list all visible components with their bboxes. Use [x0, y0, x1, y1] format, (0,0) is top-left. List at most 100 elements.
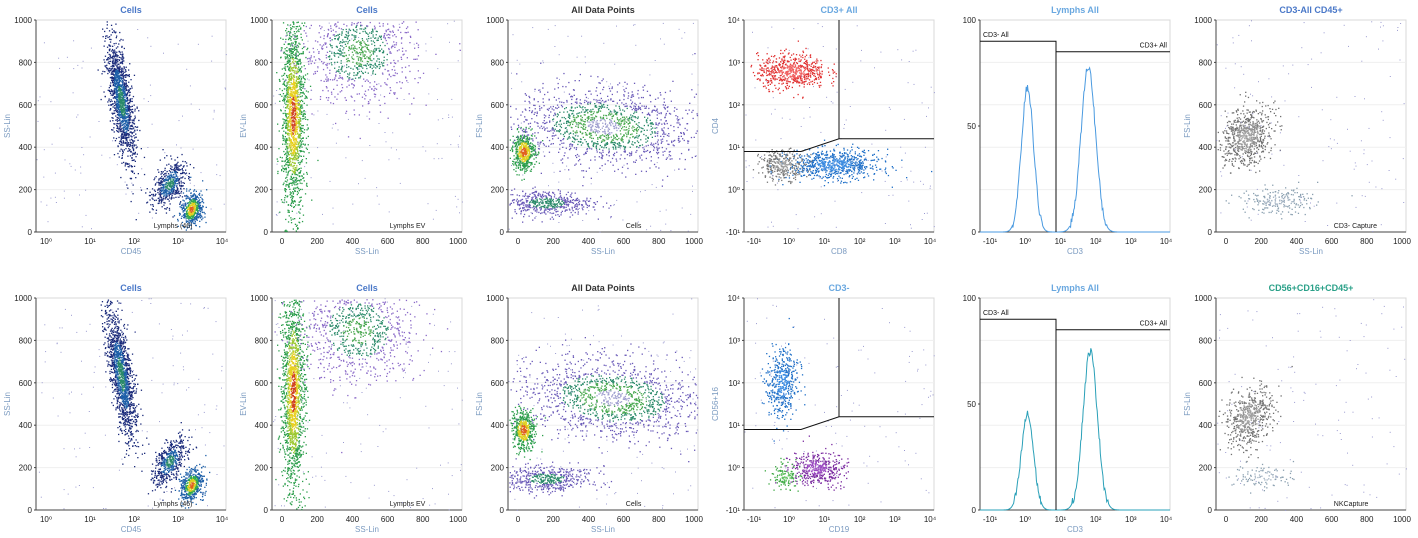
- data-point: [283, 136, 284, 137]
- data-point: [462, 202, 463, 203]
- data-point: [359, 47, 360, 48]
- data-point: [304, 129, 305, 130]
- data-point: [327, 79, 328, 80]
- data-point: [289, 101, 290, 102]
- data-point: [329, 73, 330, 74]
- data-point: [112, 61, 113, 62]
- data-point: [306, 97, 307, 98]
- data-point: [184, 214, 185, 215]
- data-point: [354, 46, 355, 47]
- data-point: [117, 164, 118, 165]
- data-point: [111, 50, 112, 51]
- data-point: [200, 210, 201, 211]
- data-point: [291, 222, 292, 223]
- data-point: [114, 56, 115, 57]
- data-point: [117, 112, 118, 113]
- data-point: [288, 205, 289, 206]
- data-point: [365, 51, 366, 52]
- data-point: [355, 48, 356, 49]
- data-point: [290, 71, 291, 72]
- data-point: [342, 39, 343, 40]
- data-point: [354, 114, 355, 115]
- data-point: [396, 44, 397, 45]
- data-point: [289, 112, 290, 113]
- data-point: [348, 119, 349, 120]
- data-point: [115, 32, 116, 33]
- data-point: [326, 80, 327, 81]
- data-point: [108, 62, 109, 63]
- data-point: [297, 180, 298, 181]
- data-point: [159, 191, 160, 192]
- data-point: [314, 63, 315, 64]
- data-point: [323, 44, 324, 45]
- data-point: [293, 189, 294, 190]
- data-point: [122, 122, 123, 123]
- data-point: [168, 193, 169, 194]
- data-point: [192, 210, 193, 211]
- data-point: [350, 68, 351, 69]
- data-point: [120, 125, 121, 126]
- data-point: [195, 205, 196, 206]
- data-point: [116, 81, 117, 82]
- data-point: [329, 51, 330, 52]
- data-point: [302, 140, 303, 141]
- data-point: [172, 195, 173, 196]
- data-point: [184, 204, 185, 205]
- data-point: [405, 50, 406, 51]
- data-point: [200, 208, 201, 209]
- data-point: [426, 50, 427, 51]
- data-point: [408, 82, 409, 83]
- data-point: [133, 120, 134, 121]
- data-point: [83, 154, 84, 155]
- data-point: [120, 177, 121, 178]
- data-point: [120, 116, 121, 117]
- data-point: [313, 51, 314, 52]
- data-point: [109, 110, 110, 111]
- data-point: [339, 43, 340, 44]
- data-point: [181, 148, 182, 149]
- data-point: [292, 174, 293, 175]
- data-point: [123, 77, 124, 78]
- data-point: [106, 67, 107, 68]
- data-point: [122, 69, 123, 70]
- data-point: [304, 82, 305, 83]
- data-point: [292, 159, 293, 160]
- data-point: [300, 113, 301, 114]
- data-point: [282, 100, 283, 101]
- data-point: [109, 49, 110, 50]
- data-point: [165, 178, 166, 179]
- data-point: [104, 41, 105, 42]
- data-point: [153, 206, 154, 207]
- data-point: [135, 153, 136, 154]
- data-point: [112, 52, 113, 53]
- data-point: [166, 155, 167, 156]
- data-point: [323, 62, 324, 63]
- data-point: [171, 166, 172, 167]
- data-point: [283, 183, 284, 184]
- data-point: [161, 191, 162, 192]
- data-point: [285, 149, 286, 150]
- data-point: [111, 99, 112, 100]
- data-point: [323, 69, 324, 70]
- data-point: [294, 89, 295, 90]
- data-point: [109, 63, 110, 64]
- data-point: [127, 106, 128, 107]
- data-point: [162, 149, 163, 150]
- data-point: [160, 185, 161, 186]
- data-point: [291, 122, 292, 123]
- data-point: [382, 74, 383, 75]
- data-point: [399, 27, 400, 28]
- data-point: [110, 108, 111, 109]
- data-point: [80, 173, 81, 174]
- data-point: [327, 67, 328, 68]
- data-point: [348, 136, 349, 137]
- data-point: [279, 101, 280, 102]
- data-point: [293, 125, 294, 126]
- data-point: [354, 23, 355, 24]
- data-point: [293, 154, 294, 155]
- data-point: [67, 57, 68, 58]
- data-point: [149, 212, 150, 213]
- data-point: [351, 22, 352, 23]
- x-tick-label: 0: [280, 237, 285, 246]
- data-point: [286, 138, 287, 139]
